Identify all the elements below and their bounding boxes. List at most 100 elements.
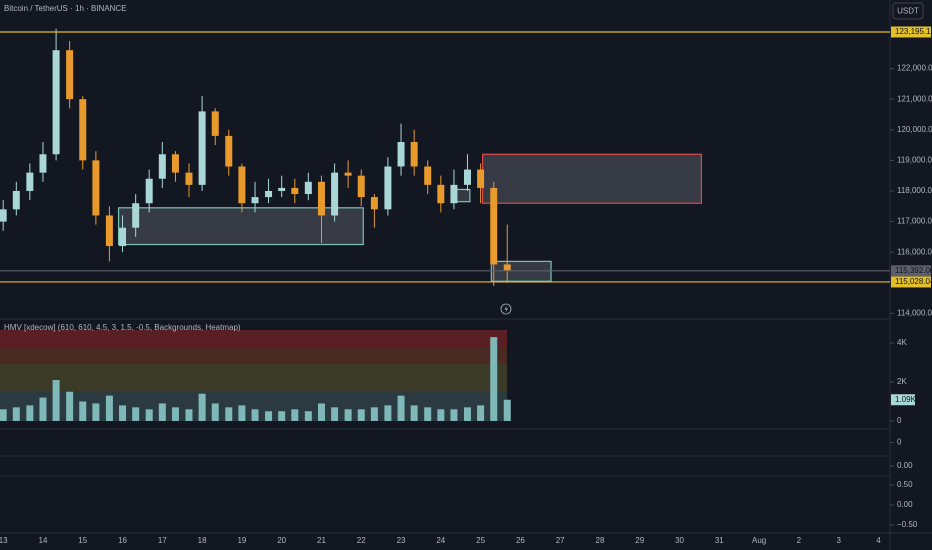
candle-body xyxy=(211,111,219,136)
candle-body xyxy=(265,190,273,198)
y-tick-label: 122,000.00 xyxy=(897,64,932,73)
price-level-label: 115,392.00 xyxy=(895,266,932,275)
volume-bar xyxy=(370,407,378,421)
price-level-box xyxy=(891,265,931,277)
indicator-title: HMV [xdecow] (610, 610, 4.5, 3, 1.5, -0.… xyxy=(4,323,241,332)
price-level-label: 123,195.18 xyxy=(895,27,932,36)
x-tick-label: 20 xyxy=(277,536,286,545)
volume-bar xyxy=(52,380,60,421)
y-tick-label: −0.50 xyxy=(897,520,918,529)
volume-bar xyxy=(291,409,299,421)
y-tick-label: 0 xyxy=(897,438,902,447)
y-tick-label: 0 xyxy=(897,416,902,425)
volume-bar xyxy=(238,405,246,421)
candle-body xyxy=(278,187,286,191)
volume-bar xyxy=(490,337,498,421)
volume-bar xyxy=(344,409,352,421)
y-tick-label: 121,000.00 xyxy=(897,94,932,103)
x-tick-label: 18 xyxy=(198,536,207,545)
candle-body xyxy=(0,209,7,222)
heat-band xyxy=(0,364,507,392)
y-tick-label: 0.00 xyxy=(897,461,913,470)
x-tick-label: 4 xyxy=(876,536,881,545)
candle-body xyxy=(92,160,100,216)
currency-button[interactable] xyxy=(892,2,924,20)
candle-body xyxy=(132,203,140,228)
x-tick-label: 26 xyxy=(516,536,525,545)
last-value-label: 1.09K xyxy=(895,395,917,404)
volume-bar xyxy=(251,409,259,421)
candle-body xyxy=(105,215,113,247)
volume-bar xyxy=(119,405,127,421)
x-tick-label: 16 xyxy=(118,536,127,545)
alert-icon xyxy=(500,303,512,315)
last-value-box xyxy=(891,394,915,406)
volume-bar xyxy=(450,409,458,421)
candle-body xyxy=(384,166,392,210)
x-tick-label: 30 xyxy=(675,536,684,545)
heatmap-background xyxy=(0,330,507,421)
volume-bar xyxy=(185,409,193,421)
candle-body xyxy=(238,166,246,204)
volume-bar xyxy=(397,395,405,421)
y-tick-label: 116,000.00 xyxy=(897,247,932,256)
y-tick-label: 2K xyxy=(897,377,907,386)
x-tick-label: 23 xyxy=(397,536,406,545)
candle-body xyxy=(410,142,418,167)
candle-body xyxy=(66,50,74,100)
x-tick-label: 22 xyxy=(357,536,366,545)
candle-body xyxy=(490,187,498,265)
x-tick-label: 31 xyxy=(715,536,724,545)
volume-bar xyxy=(26,405,34,421)
candle-body xyxy=(145,178,153,204)
y-tick-label: 0.50 xyxy=(897,480,913,489)
volume-bar xyxy=(410,405,418,421)
candle-body xyxy=(317,181,325,216)
x-tick-label: 24 xyxy=(436,536,445,545)
volume-bar xyxy=(304,411,312,421)
x-tick-label: 29 xyxy=(635,536,644,545)
volume-bar xyxy=(278,411,286,421)
candle-body xyxy=(119,227,127,247)
candle-body xyxy=(304,181,312,195)
candle-body xyxy=(503,264,511,271)
candle-body xyxy=(198,111,206,185)
candle-body xyxy=(437,184,445,204)
x-tick-label: 17 xyxy=(158,536,167,545)
currency-label[interactable]: USDT xyxy=(897,7,919,16)
x-tick-label: Aug xyxy=(752,536,766,545)
price-level-box xyxy=(891,276,931,288)
candle-body xyxy=(463,169,471,185)
x-tick-label: 2 xyxy=(797,536,802,545)
y-tick-label: 120,000.00 xyxy=(897,125,932,134)
candle-body xyxy=(357,175,365,198)
candle-body xyxy=(26,172,34,191)
volume-bar xyxy=(437,409,445,421)
volume-bar xyxy=(357,409,365,421)
x-tick-label: 14 xyxy=(39,536,48,545)
volume-bar xyxy=(225,407,233,421)
candle-body xyxy=(158,154,166,179)
volume-bar xyxy=(132,407,140,421)
y-tick-label: 117,000.00 xyxy=(897,217,932,226)
volume-bar xyxy=(66,391,74,421)
candle-body xyxy=(344,172,352,176)
zone xyxy=(481,153,703,204)
volume-bar xyxy=(211,403,219,421)
volume-bar xyxy=(503,399,511,421)
volume-bar xyxy=(198,393,206,421)
x-tick-label: 13 xyxy=(0,536,8,545)
volume-bar xyxy=(158,403,166,421)
candle-body xyxy=(370,197,378,210)
x-tick-label: 3 xyxy=(836,536,841,545)
candle-body xyxy=(171,154,179,173)
candle-body xyxy=(450,184,458,204)
volume-bar xyxy=(105,395,113,421)
volume-bar xyxy=(79,401,87,421)
candle-body xyxy=(12,190,20,210)
volume-bar xyxy=(145,409,153,421)
candle-body xyxy=(79,99,87,161)
heat-band xyxy=(0,330,507,348)
